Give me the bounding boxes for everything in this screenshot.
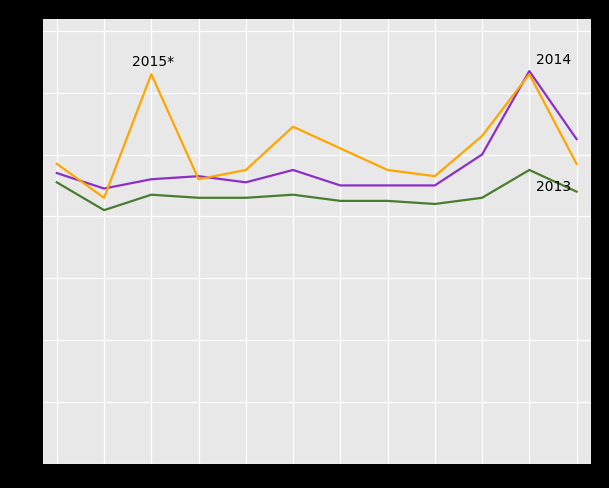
Text: 2014: 2014 xyxy=(537,53,571,67)
Text: 2015*: 2015* xyxy=(132,55,175,69)
Text: 2013: 2013 xyxy=(537,180,571,194)
